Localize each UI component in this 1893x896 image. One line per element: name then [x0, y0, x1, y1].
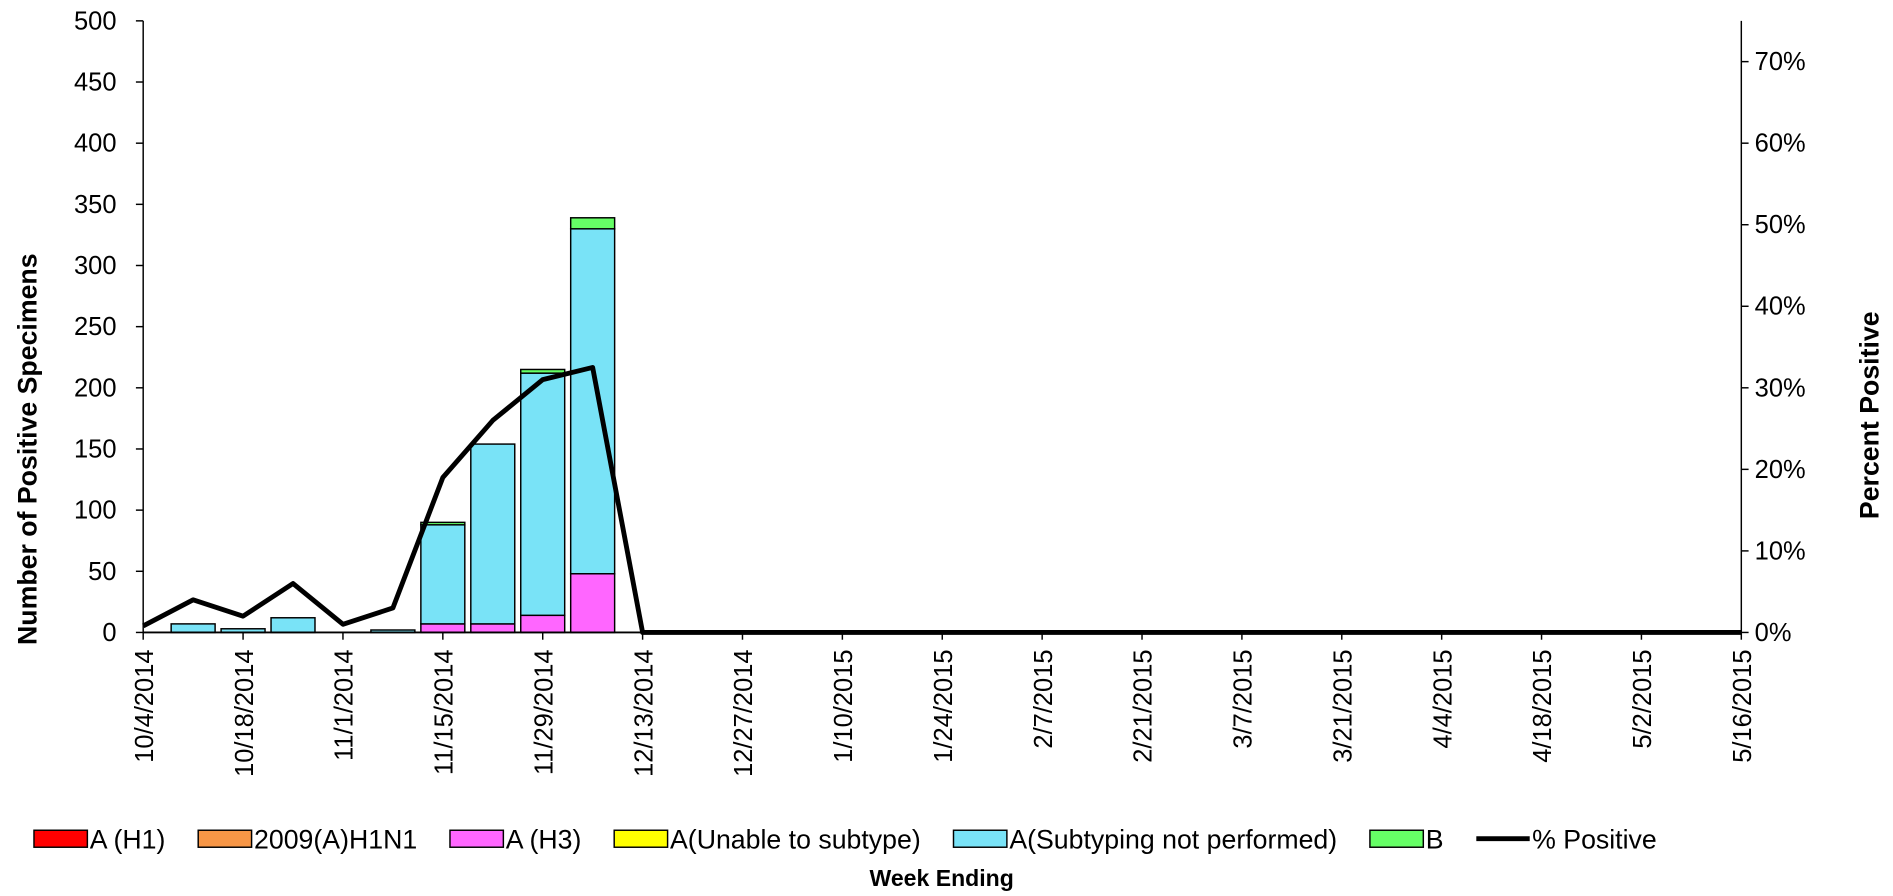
y2-tick-label: 0%	[1755, 619, 1792, 647]
x-axis-label: Week Ending	[870, 865, 1014, 891]
x-tick-label: 3/7/2015	[1230, 649, 1258, 748]
bar-segment	[569, 573, 616, 634]
x-tick-label: 2/7/2015	[1030, 649, 1058, 748]
legend: A (H1) 2009(A)H1N1 A (H3) A(Unable to subty…	[33, 824, 1657, 854]
legend-label: A (H1)	[90, 824, 166, 854]
y2-tick-label: 50%	[1755, 211, 1806, 239]
bar-segment	[270, 617, 316, 634]
bar-segment	[420, 524, 466, 625]
x-tick-label: 12/13/2014	[630, 649, 658, 776]
bar-segment	[520, 372, 566, 617]
bar-segment	[170, 623, 216, 634]
line-series	[142, 364, 1742, 635]
x-tick-label: 1/10/2015	[830, 649, 858, 762]
legend-item: B	[1369, 824, 1444, 854]
y2-tick-label: 40%	[1755, 293, 1806, 321]
lines	[142, 364, 1742, 635]
legend-item: % Positive	[1476, 824, 1657, 854]
x-tick-label: 2/21/2015	[1130, 649, 1158, 762]
bar-segment	[520, 614, 566, 634]
y2-tick-label: 30%	[1755, 374, 1806, 402]
legend-swatch	[33, 829, 89, 848]
bar-segment	[569, 217, 616, 230]
legend-label: % Positive	[1532, 824, 1657, 854]
x-tick-label: 11/15/2014	[431, 649, 459, 775]
y2-tick-label: 20%	[1755, 456, 1806, 484]
legend-label: A(Subtyping not performed)	[1009, 824, 1337, 854]
x-tick-label: 12/27/2014	[730, 649, 758, 776]
x-tick-label: 11/1/2014	[331, 649, 359, 760]
y2-tick-label: 60%	[1755, 130, 1806, 158]
y-tick-label: 250	[74, 313, 117, 341]
legend-label: 2009(A)H1N1	[254, 824, 417, 854]
bars	[170, 217, 616, 634]
x-tick-label: 3/21/2015	[1329, 649, 1357, 762]
y-tick-label: 400	[74, 130, 117, 158]
bar-segment	[470, 443, 516, 625]
legend-swatch	[952, 829, 1008, 848]
legend-swatch	[197, 829, 253, 848]
x-tick-label: 5/2/2015	[1629, 649, 1657, 748]
legend-swatch	[449, 829, 505, 848]
legend-item: 2009(A)H1N1	[197, 824, 417, 854]
x-tick-label: 4/18/2015	[1529, 649, 1557, 762]
bar-segment	[520, 368, 566, 374]
x-tick-label: 10/4/2014	[131, 649, 159, 762]
x-tick-label: 11/29/2014	[530, 649, 558, 775]
x-tick-label: 10/18/2014	[231, 649, 259, 776]
y-tick-label: 350	[74, 191, 117, 219]
y2-tick-label: 10%	[1755, 537, 1806, 565]
y-tick-label: 150	[74, 435, 117, 463]
legend-label: B	[1426, 824, 1444, 854]
axes: 0 50 100 150 200 250 300 350 400 450 500 0% 10% 20% 30…	[74, 7, 1806, 777]
y-tick-label: 300	[74, 252, 117, 280]
x-tick-label: 4/4/2015	[1429, 649, 1457, 748]
bar-segment	[420, 521, 466, 526]
x-tick-label: 1/24/2015	[930, 649, 958, 762]
y-tick-label: 0	[102, 619, 116, 647]
legend-item: A (H1)	[33, 824, 166, 854]
y-tick-label: 50	[88, 558, 116, 586]
legend-item: A(Subtyping not performed)	[952, 824, 1337, 854]
legend-label: A (H3)	[506, 824, 582, 854]
y-tick-label: 100	[74, 497, 117, 525]
legend-item: A(Unable to subtype)	[613, 824, 921, 854]
y-tick-label: 500	[74, 7, 117, 35]
bar-segment	[470, 623, 516, 634]
legend-label: A(Unable to subtype)	[670, 824, 921, 854]
y-axis-label: Number of Positive Specimens	[12, 253, 42, 645]
bar-segment	[420, 623, 466, 634]
legend-swatch	[613, 829, 669, 848]
y2-axis-label: Percent Positive	[1854, 311, 1884, 519]
legend-swatch	[1369, 829, 1425, 848]
legend-item: A (H3)	[449, 824, 582, 854]
y-tick-label: 200	[74, 374, 117, 402]
y-tick-label: 450	[74, 69, 117, 97]
x-tick-label: 5/16/2015	[1729, 649, 1757, 762]
bar-segment	[569, 228, 616, 575]
y2-tick-label: 70%	[1755, 48, 1806, 76]
